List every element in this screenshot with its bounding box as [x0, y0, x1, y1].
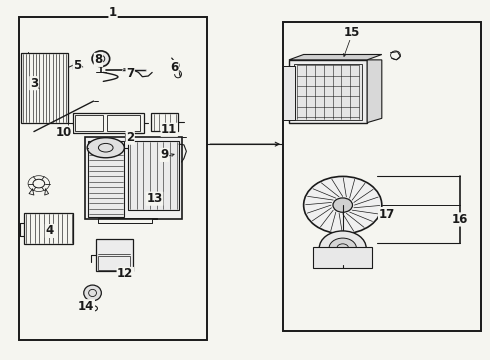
Text: 3: 3 [30, 77, 38, 90]
Ellipse shape [329, 238, 356, 258]
Text: 11: 11 [161, 123, 177, 136]
Text: 6: 6 [170, 60, 178, 73]
Bar [88, 141, 124, 217]
Ellipse shape [304, 176, 382, 234]
Text: 12: 12 [117, 267, 133, 280]
Text: 10: 10 [56, 126, 73, 139]
Text: 15: 15 [343, 27, 360, 40]
Bar [283, 66, 295, 120]
Bar [314, 247, 372, 268]
Ellipse shape [84, 285, 101, 301]
Bar [151, 113, 178, 131]
Text: 17: 17 [379, 208, 395, 221]
Ellipse shape [319, 231, 366, 265]
Text: 8: 8 [94, 53, 102, 66]
Bar [289, 60, 367, 123]
Text: 2: 2 [126, 131, 134, 144]
Text: 16: 16 [452, 213, 468, 226]
Text: 14: 14 [78, 300, 95, 313]
Bar [107, 116, 141, 131]
Ellipse shape [87, 138, 124, 158]
Bar [85, 137, 182, 220]
Polygon shape [289, 54, 382, 60]
Text: 4: 4 [46, 224, 54, 238]
Text: 5: 5 [74, 59, 81, 72]
Bar [96, 239, 133, 271]
Text: 9: 9 [160, 148, 169, 161]
Bar [283, 22, 481, 330]
Text: 7: 7 [126, 67, 134, 80]
Polygon shape [367, 60, 382, 123]
Bar [21, 53, 68, 123]
Ellipse shape [333, 198, 352, 212]
Text: 1: 1 [109, 6, 117, 19]
Bar [73, 113, 144, 133]
Bar [24, 213, 73, 244]
Bar [75, 116, 103, 131]
Bar [294, 64, 362, 120]
Bar [19, 17, 207, 339]
Bar [128, 140, 179, 211]
Bar [98, 256, 130, 270]
Ellipse shape [92, 51, 110, 67]
Text: 13: 13 [147, 192, 163, 205]
